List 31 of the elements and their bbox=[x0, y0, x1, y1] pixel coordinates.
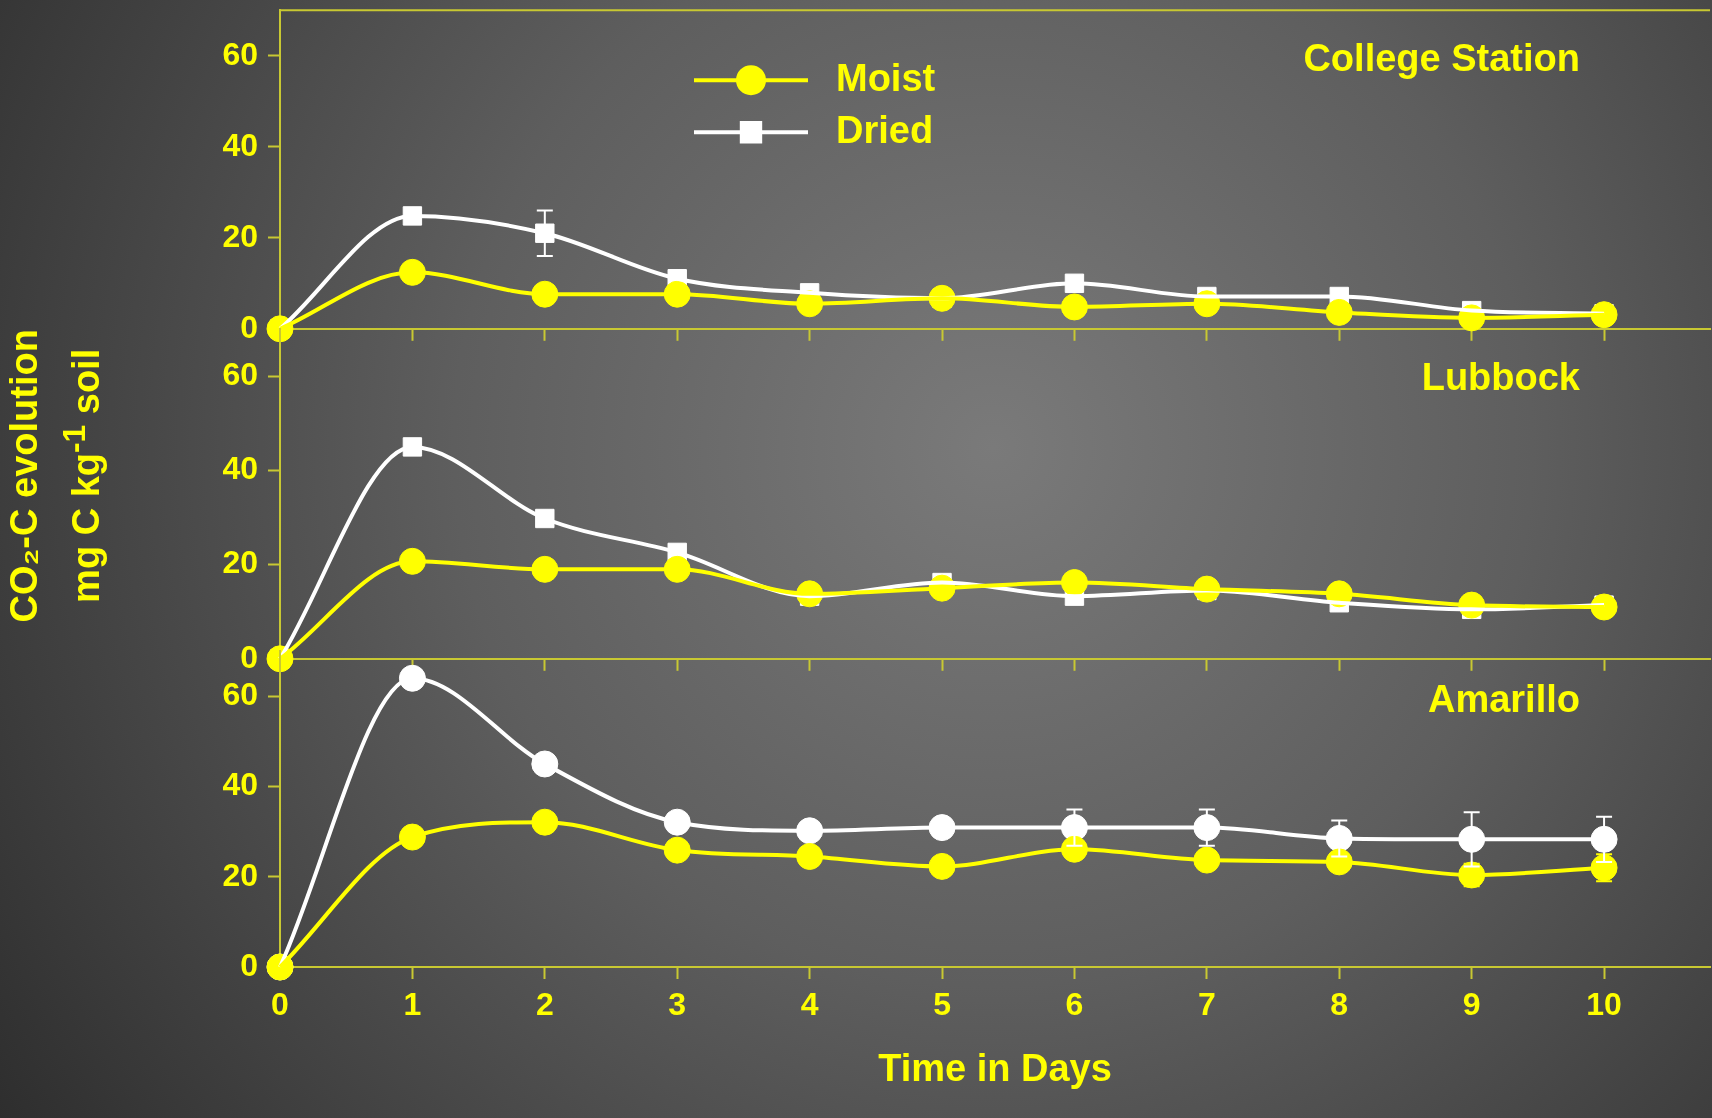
x-tick-label: 9 bbox=[1462, 986, 1481, 1023]
y-tick-label: 20 bbox=[222, 217, 258, 254]
point bbox=[1590, 301, 1618, 329]
text: College Station bbox=[1303, 36, 1580, 79]
y-tick-label: 60 bbox=[222, 35, 258, 72]
x-tick-label: 5 bbox=[933, 986, 951, 1023]
x-tick-label: 3 bbox=[668, 986, 687, 1023]
x-axis-title: Time in Days bbox=[878, 1046, 1112, 1089]
x-tick-label: 6 bbox=[1065, 986, 1084, 1023]
y-tick-label: 0 bbox=[240, 638, 258, 675]
x-tick-label: 4 bbox=[800, 986, 819, 1023]
text: Lubbock bbox=[1421, 355, 1581, 398]
y-tick-label: 60 bbox=[222, 676, 258, 713]
x-tick-label: 1 bbox=[403, 986, 422, 1023]
x-tick-label: 8 bbox=[1330, 986, 1349, 1023]
y-tick-label: 20 bbox=[222, 544, 258, 581]
x-tick-label: 2 bbox=[535, 986, 554, 1023]
legend-label: Moist bbox=[836, 56, 936, 99]
legend-label: Dried bbox=[836, 108, 934, 151]
text: Amarillo bbox=[1427, 677, 1580, 720]
x-tick-label: 10 bbox=[1586, 986, 1622, 1023]
y-tick-label: 40 bbox=[222, 126, 258, 163]
point bbox=[1590, 593, 1618, 621]
y-tick-label: 0 bbox=[240, 946, 258, 983]
y-tick-label: 60 bbox=[222, 356, 258, 393]
y-tick-label: 40 bbox=[222, 766, 258, 803]
x-tick-label: 7 bbox=[1197, 986, 1216, 1023]
x-tick-label: 0 bbox=[271, 986, 289, 1023]
y-tick-label: 0 bbox=[240, 308, 258, 345]
y-tick-label: 40 bbox=[222, 450, 258, 487]
y-tick-label: 20 bbox=[222, 856, 258, 893]
